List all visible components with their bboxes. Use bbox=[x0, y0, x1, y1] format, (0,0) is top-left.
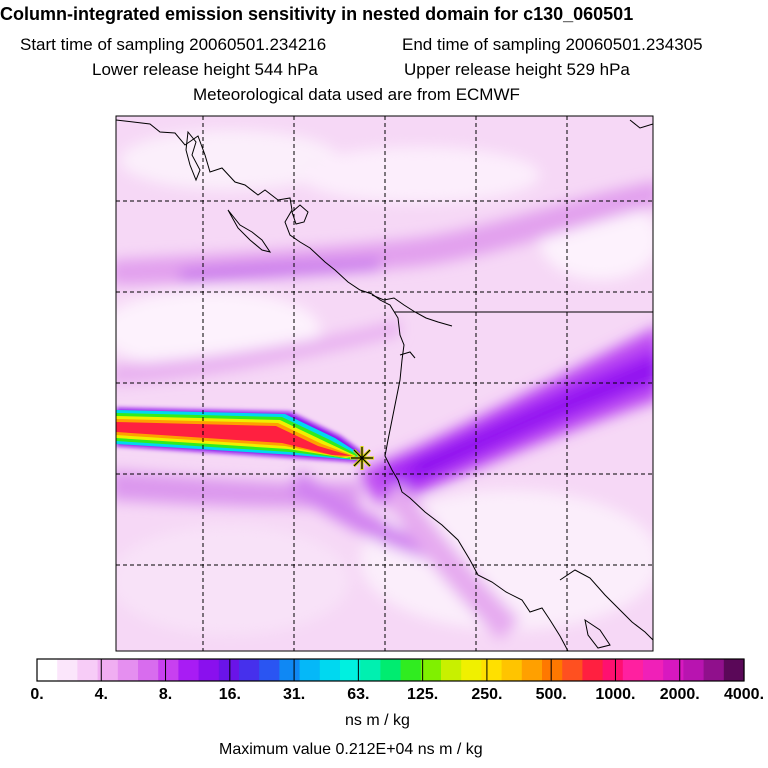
colorbar-cell bbox=[400, 659, 422, 681]
colorbar-cell bbox=[481, 659, 503, 681]
colorbar-cell bbox=[663, 659, 684, 681]
colorbar-cell bbox=[117, 659, 139, 681]
colorbar-cell bbox=[542, 659, 563, 681]
colorbar-cell bbox=[521, 659, 543, 681]
colorbar-units: ns m / kg bbox=[345, 712, 410, 729]
colorbar-cell bbox=[703, 659, 725, 681]
colorbar-cell bbox=[441, 659, 462, 681]
colorbar-cell bbox=[319, 659, 341, 681]
met-source-label: Meteorological data used are from ECMWF bbox=[193, 85, 520, 104]
plume bbox=[116, 408, 362, 462]
end-time-label: End time of sampling 20060501.234305 bbox=[402, 35, 703, 54]
colorbar-tick-label: 2000. bbox=[659, 686, 700, 703]
upper-release-height-label: Upper release height 529 hPa bbox=[404, 60, 630, 79]
lower-release-height-label: Lower release height 544 hPa bbox=[92, 60, 318, 79]
colorbar-tick-label: 0. bbox=[30, 686, 44, 703]
colorbar-cell bbox=[602, 659, 624, 681]
colorbar-tick-label: 16. bbox=[218, 686, 241, 703]
start-time-label: Start time of sampling 20060501.234216 bbox=[20, 35, 327, 54]
colorbar-tick-label: 4. bbox=[94, 686, 108, 703]
colorbar-tick-label: 500. bbox=[535, 686, 567, 703]
colorbar-cell bbox=[178, 659, 200, 681]
colorbar-cell bbox=[643, 659, 664, 681]
colorbar-cell bbox=[683, 659, 705, 681]
colorbar-cell bbox=[77, 659, 99, 681]
colorbar-cell bbox=[380, 659, 402, 681]
colorbar-cell bbox=[57, 659, 78, 681]
colorbar-cell bbox=[259, 659, 280, 681]
colorbar-tick-label: 8. bbox=[158, 686, 173, 703]
colorbar-tick-label: 125. bbox=[407, 686, 439, 703]
colorbar-cell bbox=[622, 659, 644, 681]
graticule bbox=[116, 116, 653, 651]
sensitivity-field bbox=[116, 130, 653, 640]
maximum-value-label: Maximum value 0.212E+04 ns m / kg bbox=[219, 741, 483, 758]
plot-title: Column-integrated emission sensitivity i… bbox=[0, 4, 634, 24]
release-point-star bbox=[350, 446, 374, 470]
colorbar-tick-label: 31. bbox=[282, 686, 306, 703]
colorbar-cell bbox=[562, 659, 583, 681]
colorbar-cell bbox=[158, 659, 179, 681]
colorbar-frame bbox=[36, 658, 745, 682]
colorbar-tick-label: 1000. bbox=[595, 686, 636, 703]
colorbar-cell bbox=[198, 659, 220, 681]
colorbar-cell bbox=[420, 659, 442, 681]
colorbar-cell bbox=[340, 659, 361, 681]
colorbar-cell bbox=[461, 659, 482, 681]
colorbar-cell bbox=[582, 659, 604, 681]
colorbar-tick-label: 4000. bbox=[723, 686, 765, 703]
colorbar-tick-label: 250. bbox=[471, 686, 503, 703]
map-frame bbox=[115, 115, 654, 652]
colorbar-cell bbox=[723, 659, 745, 681]
colorbar-cell bbox=[360, 659, 381, 681]
colorbar-cell bbox=[239, 659, 260, 681]
colorbar-cell bbox=[218, 659, 240, 681]
colorbar-cell bbox=[37, 659, 58, 681]
colorbar-cell bbox=[279, 659, 301, 681]
colorbar-cell bbox=[138, 659, 159, 681]
colorbar-cell bbox=[299, 659, 321, 681]
colorbar-cell bbox=[501, 659, 523, 681]
coastline bbox=[116, 119, 653, 651]
colorbar-tick-label: 63. bbox=[347, 686, 370, 703]
colorbar-cell bbox=[97, 659, 119, 681]
